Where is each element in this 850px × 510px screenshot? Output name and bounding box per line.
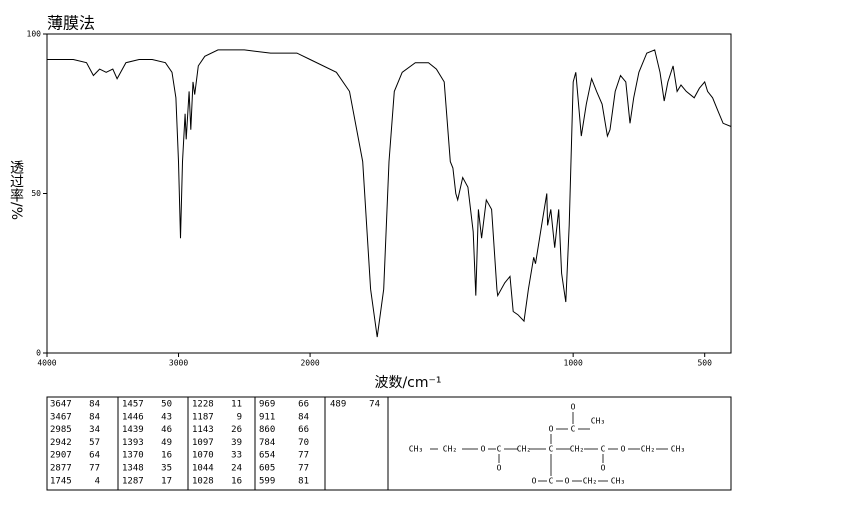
peak-wavenumber: 969	[259, 400, 275, 410]
structure-atom: CH₃	[671, 445, 685, 454]
peak-wavenumber: 3467	[50, 412, 72, 422]
peak-transmittance: 39	[231, 438, 242, 448]
peak-table-frame	[46, 396, 732, 491]
peak-transmittance: 24	[231, 464, 242, 474]
structure-atom: O	[601, 464, 606, 473]
structure-frame	[387, 396, 732, 491]
peak-transmittance: 11	[231, 400, 242, 410]
peak-transmittance: 66	[298, 400, 309, 410]
structure-atom: C	[549, 445, 554, 454]
y-tick-label: 50	[31, 189, 41, 198]
structure-atom: CH₂	[517, 445, 531, 454]
structure-atom: CH₂	[570, 445, 584, 454]
plot-frame	[46, 33, 732, 354]
peak-transmittance: 66	[298, 425, 309, 435]
peak-transmittance: 43	[161, 412, 172, 422]
peak-wavenumber: 1370	[122, 451, 144, 461]
structure-atom: C	[601, 445, 606, 454]
peak-wavenumber: 1393	[122, 438, 144, 448]
peak-wavenumber: 2985	[50, 425, 72, 435]
peak-wavenumber: 1070	[192, 451, 214, 461]
peak-wavenumber: 1446	[122, 412, 144, 422]
structure-atom: CH₂	[641, 445, 655, 454]
structure-atom: CH₂	[583, 477, 597, 486]
peak-wavenumber: 1028	[192, 476, 214, 486]
peak-transmittance: 77	[298, 464, 309, 474]
peak-wavenumber: 2907	[50, 451, 72, 461]
peak-wavenumber: 605	[259, 464, 275, 474]
peak-transmittance: 49	[161, 438, 172, 448]
peak-transmittance: 33	[231, 451, 242, 461]
peak-transmittance: 57	[89, 438, 100, 448]
peak-wavenumber: 1457	[122, 400, 144, 410]
peak-wavenumber: 1287	[122, 476, 144, 486]
peak-wavenumber: 1439	[122, 425, 144, 435]
peak-transmittance: 81	[298, 476, 309, 486]
peak-wavenumber: 1348	[122, 464, 144, 474]
peak-transmittance: 64	[89, 451, 100, 461]
peak-wavenumber: 1187	[192, 412, 214, 422]
peak-transmittance: 77	[298, 451, 309, 461]
x-tick-label: 1000	[564, 359, 583, 368]
x-tick-label: 3000	[169, 359, 188, 368]
peak-transmittance: 16	[231, 476, 242, 486]
peak-wavenumber: 2877	[50, 464, 72, 474]
structure-atom: C	[571, 425, 576, 434]
peak-wavenumber: 599	[259, 476, 275, 486]
peak-wavenumber: 911	[259, 412, 275, 422]
peak-wavenumber: 489	[330, 400, 346, 410]
peak-transmittance: 77	[89, 464, 100, 474]
x-tick-label: 2000	[300, 359, 319, 368]
structure-atom: O	[532, 477, 537, 486]
peak-transmittance: 26	[231, 425, 242, 435]
peak-transmittance: 84	[89, 412, 100, 422]
peak-transmittance: 46	[161, 425, 172, 435]
structure-atom: C	[549, 477, 554, 486]
peak-transmittance: 17	[161, 476, 172, 486]
peak-wavenumber: 2942	[50, 438, 72, 448]
peak-wavenumber: 654	[259, 451, 275, 461]
x-tick-label: 500	[697, 359, 712, 368]
peak-transmittance: 16	[161, 451, 172, 461]
peak-wavenumber: 784	[259, 438, 275, 448]
peak-wavenumber: 1044	[192, 464, 214, 474]
structure-atom: C	[497, 445, 502, 454]
structure-atom: O	[621, 445, 626, 454]
structure-atom: O	[497, 464, 502, 473]
peak-wavenumber: 1143	[192, 425, 214, 435]
structure	[430, 412, 668, 482]
peak-wavenumber: 1745	[50, 476, 72, 486]
peak-transmittance: 84	[89, 400, 100, 410]
peak-transmittance: 4	[95, 476, 100, 486]
peak-wavenumber: 1097	[192, 438, 214, 448]
peak-wavenumber: 1228	[192, 400, 214, 410]
structure-atom: O	[549, 425, 554, 434]
peak-transmittance: 84	[298, 412, 309, 422]
peak-transmittance: 34	[89, 425, 100, 435]
structure-atom: CH₃	[591, 417, 605, 426]
peak-transmittance: 35	[161, 464, 172, 474]
structure-atom: O	[565, 477, 570, 486]
structure-atom: CH₃	[409, 445, 423, 454]
y-axis-label: 透过率/%	[8, 160, 24, 220]
peak-wavenumber: 3647	[50, 400, 72, 410]
y-tick-label: 0	[36, 349, 41, 358]
chart-title: 薄膜法	[47, 14, 95, 33]
structure-atom: CH₂	[443, 445, 457, 454]
y-tick-label: 100	[27, 30, 42, 39]
peak-transmittance: 50	[161, 400, 172, 410]
peak-transmittance: 9	[237, 412, 242, 422]
x-tick-label: 4000	[37, 359, 56, 368]
peak-transmittance: 74	[369, 400, 380, 410]
peak-wavenumber: 860	[259, 425, 275, 435]
structure-atom: CH₃	[611, 477, 625, 486]
structure-atom: O	[571, 403, 576, 412]
x-axis-label: 波数/cm⁻¹	[374, 375, 441, 391]
peak-transmittance: 70	[298, 438, 309, 448]
structure-atom: O	[481, 445, 486, 454]
spectrum-line	[47, 49, 732, 338]
